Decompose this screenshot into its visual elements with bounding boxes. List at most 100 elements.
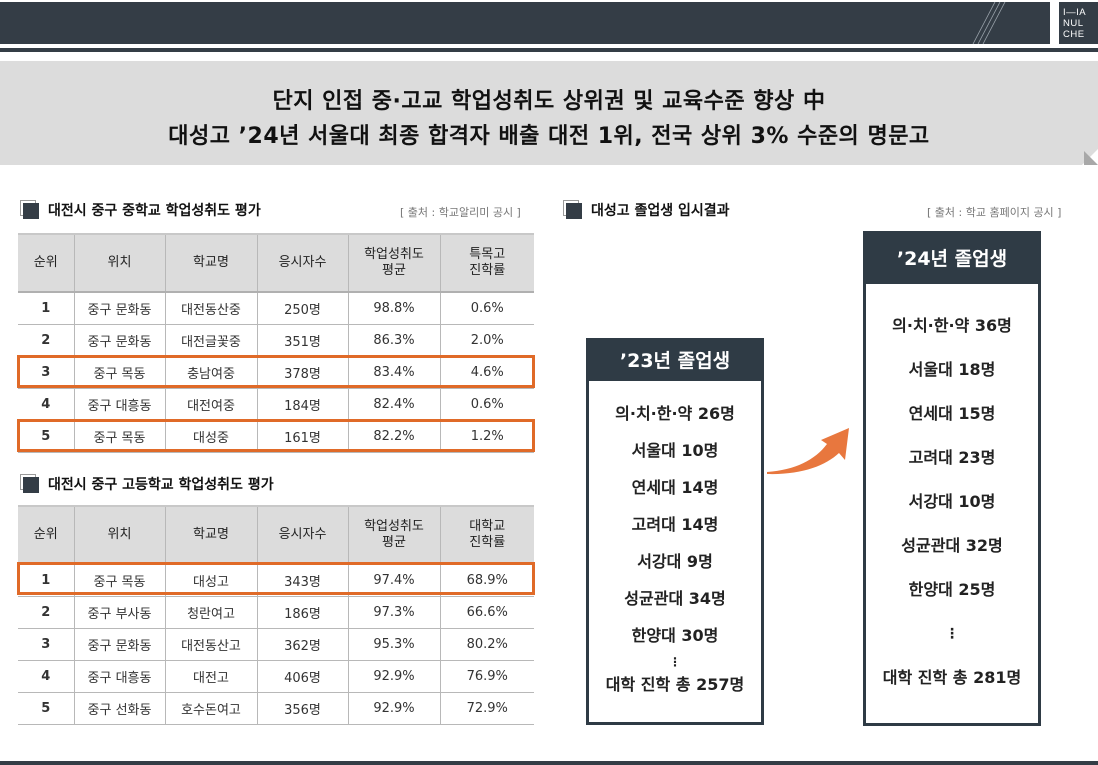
cell-location: 중구 부사동 xyxy=(73,596,166,629)
middle-school-table: 순위 위치 학교명 응시자수 학업성취도 평균 특목고 진학률 1 중구 문화동 대… xyxy=(18,233,534,453)
cell-rank: 4 xyxy=(18,388,75,421)
cell-rank: 1 xyxy=(18,292,75,325)
col-rank: 순위 xyxy=(18,505,75,565)
cell-rank: 3 xyxy=(18,628,75,661)
table-row: 5 중구 선화동 호수돈여고 356명 92.9% 72.9% xyxy=(18,692,534,725)
cell-location: 중구 목동 xyxy=(73,420,166,453)
cell-rank: 4 xyxy=(18,660,75,693)
cell-rate: 76.9% xyxy=(439,660,534,693)
cell-location: 중구 문화동 xyxy=(73,324,166,357)
result-box-2024: ’24년 졸업생 의·치·한·약 36명 서울대 18명 연세대 15명 고려대… xyxy=(863,231,1041,726)
col-students: 응시자수 xyxy=(256,505,349,565)
cell-rate: 0.6% xyxy=(439,388,534,421)
cell-location: 중구 대흥동 xyxy=(73,388,166,421)
col-students: 응시자수 xyxy=(256,233,349,293)
bottom-bar xyxy=(0,761,1098,765)
headline-line-2: 대성고 ’24년 서울대 최종 합격자 배출 대전 1위, 전국 상위 3% 수… xyxy=(168,124,930,149)
col-rank: 순위 xyxy=(18,233,75,293)
cell-rank: 2 xyxy=(18,324,75,357)
result-item: 연세대 15명 xyxy=(908,404,996,423)
table-row: 4 중구 대흥동 대전고 406명 92.9% 76.9% xyxy=(18,660,534,693)
result-box-2023: ’23년 졸업생 의·치·한·약 26명 서울대 10명 연세대 14명 고려대… xyxy=(586,338,764,725)
result-total: 대학 진학 총 281명 xyxy=(882,668,1022,687)
logo-line-3: CHE xyxy=(1063,29,1085,40)
page-curl-shadow xyxy=(1084,151,1098,165)
middle-school-source: [ 출처 : 학교알리미 공시 ] xyxy=(400,206,521,219)
headline-line-1: 단지 인접 중·고교 학업성취도 상위권 및 교육수준 향상 中 xyxy=(272,89,826,114)
col-location: 위치 xyxy=(73,505,166,565)
admissions-source: [ 출처 : 학교 홈페이지 공시 ] xyxy=(927,206,1062,219)
cell-rank: 3 xyxy=(18,356,75,389)
section-title-text: 대전시 중구 중학교 학업성취도 평가 xyxy=(48,203,261,219)
cell-location: 중구 목동 xyxy=(73,564,166,597)
logo-line-2: NUL xyxy=(1063,18,1084,29)
table-row: 3 중구 문화동 대전동산고 362명 95.3% 80.2% xyxy=(18,628,534,661)
cell-rate: 72.9% xyxy=(439,692,534,725)
col-avg: 학업성취도 평균 xyxy=(347,505,441,565)
brand-logo: I—IA NUL CHE xyxy=(1059,2,1098,44)
table-row: 2 중구 문화동 대전글꽃중 351명 86.3% 2.0% xyxy=(18,324,534,357)
result-list: 의·치·한·약 26명 서울대 10명 연세대 14명 고려대 14명 서강대 … xyxy=(589,381,761,700)
result-list: 의·치·한·약 36명 서울대 18명 연세대 15명 고려대 23명 서강대 … xyxy=(866,284,1038,700)
cell-avg: 97.4% xyxy=(347,564,441,597)
result-box-heading: ’24년 졸업생 xyxy=(866,234,1038,284)
admissions-section-title: 대성고 졸업생 입시결과 xyxy=(563,200,730,220)
cell-students: 362명 xyxy=(256,628,349,661)
table-row-highlighted: 5 중구 목동 대성중 161명 82.2% 1.2% xyxy=(18,420,534,453)
col-rate: 대학교 진학률 xyxy=(439,505,534,565)
section-title-text: 대전시 중구 고등학교 학업성취도 평가 xyxy=(48,477,274,493)
cell-school: 충남여중 xyxy=(164,356,258,389)
cell-rate: 66.6% xyxy=(439,596,534,629)
table-header-row: 순위 위치 학교명 응시자수 학업성취도 평균 대학교 진학률 xyxy=(18,505,534,565)
cell-avg: 86.3% xyxy=(347,324,441,357)
result-item: 성균관대 34명 xyxy=(624,589,726,608)
cell-rank: 5 xyxy=(18,692,75,725)
logo-line-1: I—IA xyxy=(1063,7,1087,18)
cell-students: 351명 xyxy=(256,324,349,357)
result-item: 고려대 14명 xyxy=(631,515,719,534)
result-item: 한양대 25명 xyxy=(908,580,996,599)
cell-location: 중구 문화동 xyxy=(73,292,166,325)
result-item: 한양대 30명 xyxy=(631,626,719,645)
col-school: 학교명 xyxy=(164,505,258,565)
cell-students: 184명 xyxy=(256,388,349,421)
cell-school: 대전여중 xyxy=(164,388,258,421)
cell-rate: 0.6% xyxy=(439,292,534,325)
cell-rate: 68.9% xyxy=(439,564,534,597)
col-location: 위치 xyxy=(73,233,166,293)
cell-avg: 92.9% xyxy=(347,660,441,693)
cell-avg: 98.8% xyxy=(347,292,441,325)
section-title-text: 대성고 졸업생 입시결과 xyxy=(591,203,730,219)
cell-location: 중구 목동 xyxy=(73,356,166,389)
table-row: 4 중구 대흥동 대전여중 184명 82.4% 0.6% xyxy=(18,388,534,421)
table-row: 1 중구 문화동 대전동산중 250명 98.8% 0.6% xyxy=(18,292,534,325)
high-school-table: 순위 위치 학교명 응시자수 학업성취도 평균 대학교 진학률 1 중구 목동 대성… xyxy=(18,505,534,725)
cell-rate: 80.2% xyxy=(439,628,534,661)
col-rate: 특목고 진학률 xyxy=(439,233,534,293)
ellipsis-icon: ⋮ xyxy=(945,626,959,642)
section-bullet-icon xyxy=(20,474,40,494)
cell-school: 대전글꽃중 xyxy=(164,324,258,357)
cell-location: 중구 선화동 xyxy=(73,692,166,725)
result-item: 서강대 9명 xyxy=(637,552,713,571)
result-item: 의·치·한·약 36명 xyxy=(892,316,1012,335)
section-bullet-icon xyxy=(20,200,40,220)
cell-avg: 97.3% xyxy=(347,596,441,629)
result-item: 고려대 23명 xyxy=(908,448,996,467)
result-item: 연세대 14명 xyxy=(631,478,719,497)
cell-school: 대전고 xyxy=(164,660,258,693)
headline-banner: 단지 인접 중·고교 학업성취도 상위권 및 교육수준 향상 中 대성고 ’24… xyxy=(0,61,1098,165)
result-item: 서울대 10명 xyxy=(631,441,719,460)
cell-avg: 95.3% xyxy=(347,628,441,661)
col-school: 학교명 xyxy=(164,233,258,293)
cell-students: 250명 xyxy=(256,292,349,325)
cell-students: 186명 xyxy=(256,596,349,629)
section-bullet-icon xyxy=(563,200,583,220)
increase-arrow-icon xyxy=(767,428,849,475)
cell-students: 343명 xyxy=(256,564,349,597)
cell-school: 대성고 xyxy=(164,564,258,597)
result-item: 서강대 10명 xyxy=(908,492,996,511)
top-bar xyxy=(0,2,1050,44)
cell-rank: 5 xyxy=(18,420,75,453)
table-row-highlighted: 3 중구 목동 충남여중 378명 83.4% 4.6% xyxy=(18,356,534,389)
